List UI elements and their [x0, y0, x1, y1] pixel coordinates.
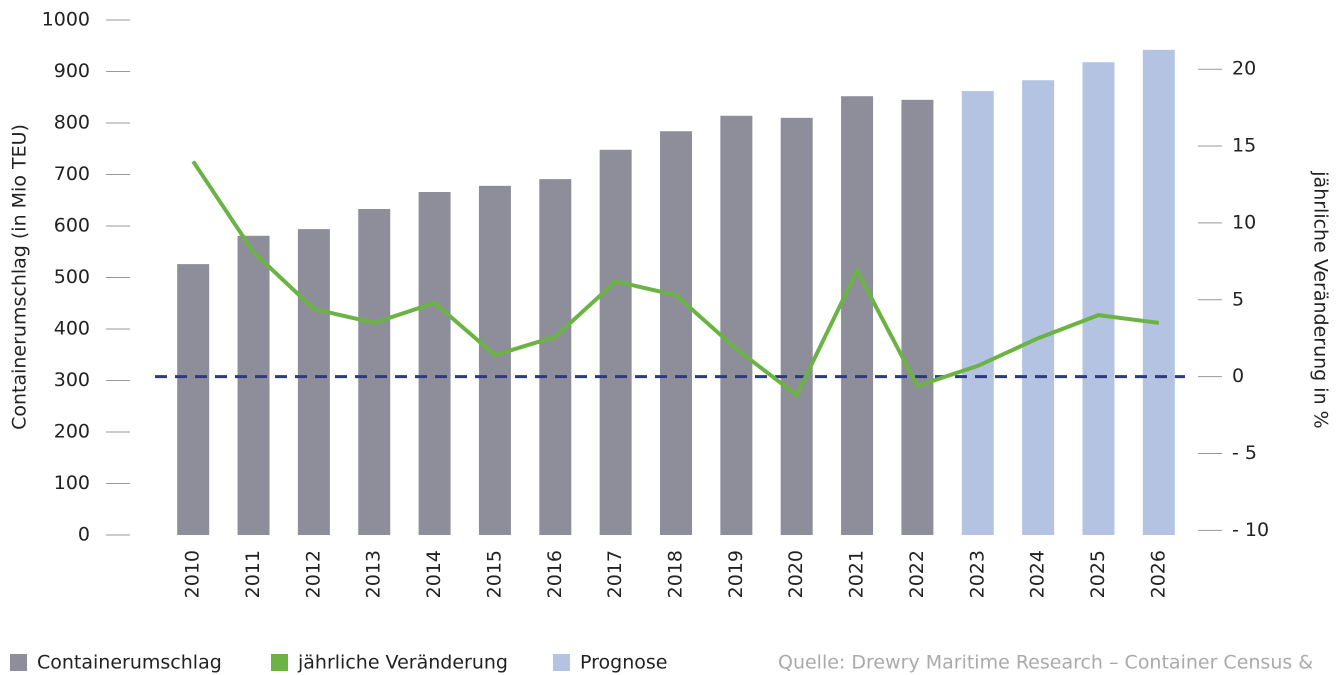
bar — [660, 131, 692, 536]
y2-tick-label: 5 — [1232, 288, 1244, 310]
bar — [418, 192, 451, 535]
x-tick-label: 2026 — [1147, 550, 1169, 598]
y2-tick-label: 0 — [1232, 365, 1244, 387]
legend-label: jährliche Veränderung — [297, 652, 508, 674]
bar — [358, 209, 391, 535]
bar — [1022, 80, 1055, 535]
bar — [539, 179, 572, 535]
y2-tick-label: 10 — [1232, 211, 1256, 233]
bar — [478, 185, 511, 535]
bar — [177, 264, 210, 535]
y-tick-label: 800 — [54, 112, 90, 134]
x-tick-label: 2019 — [725, 550, 747, 598]
x-tick-label: 2016 — [544, 550, 566, 598]
legend-label: Containerumschlag — [37, 652, 222, 674]
bar — [237, 235, 270, 535]
x-tick-label: 2011 — [242, 550, 264, 598]
x-tick-label: 2024 — [1027, 550, 1049, 598]
x-tick-label: 2013 — [363, 550, 385, 598]
x-tick-label: 2018 — [665, 550, 687, 598]
legend-label: Prognose — [580, 652, 667, 674]
y2-axis-title: jährliche Veränderung in % — [1310, 170, 1332, 428]
y2-tick-label: 15 — [1232, 135, 1256, 157]
bar — [841, 96, 874, 535]
y-tick-label: 200 — [54, 421, 90, 443]
bar — [961, 91, 994, 535]
x-tick-label: 2025 — [1087, 550, 1109, 598]
bar — [901, 99, 934, 535]
y-tick-label: 1000 — [42, 9, 90, 31]
x-tick-label: 2012 — [302, 550, 324, 598]
line — [191, 160, 1160, 398]
y2-tick-label: - 5 — [1232, 442, 1257, 464]
x-tick-label: 2010 — [182, 550, 204, 598]
x-tick-label: 2021 — [846, 550, 868, 598]
bar — [780, 117, 813, 535]
legend-swatch — [10, 654, 27, 671]
x-tick-label: 2015 — [483, 550, 505, 598]
y2-tick-label: - 10 — [1232, 519, 1269, 541]
legend-swatch — [271, 654, 288, 671]
legend-swatch — [553, 654, 570, 671]
x-tick-label: 2022 — [906, 550, 928, 598]
y-tick-label: 500 — [54, 266, 90, 288]
y-tick-label: 700 — [54, 163, 90, 185]
y-tick-label: 900 — [54, 60, 90, 82]
x-tick-label: 2023 — [966, 550, 988, 598]
x-tick-label: 2017 — [604, 550, 626, 598]
bar — [1082, 62, 1115, 535]
y-axis-title: Containerumschlag (in Mio TEU) — [9, 124, 31, 430]
y-tick-label: 300 — [54, 369, 90, 391]
y-tick-label: 100 — [54, 472, 90, 494]
x-tick-label: 2014 — [423, 550, 445, 598]
y-tick-label: 400 — [54, 318, 90, 340]
y-tick-label: 0 — [78, 524, 90, 546]
y2-tick-label: 20 — [1232, 58, 1256, 80]
bar — [1142, 49, 1175, 536]
source: Quelle: Drewry Maritime Research – Conta… — [778, 652, 1313, 674]
y-tick-label: 600 — [54, 215, 90, 237]
x-tick-label: 2020 — [785, 550, 807, 598]
bar — [297, 229, 330, 535]
bar — [720, 115, 753, 535]
bar — [599, 149, 632, 535]
